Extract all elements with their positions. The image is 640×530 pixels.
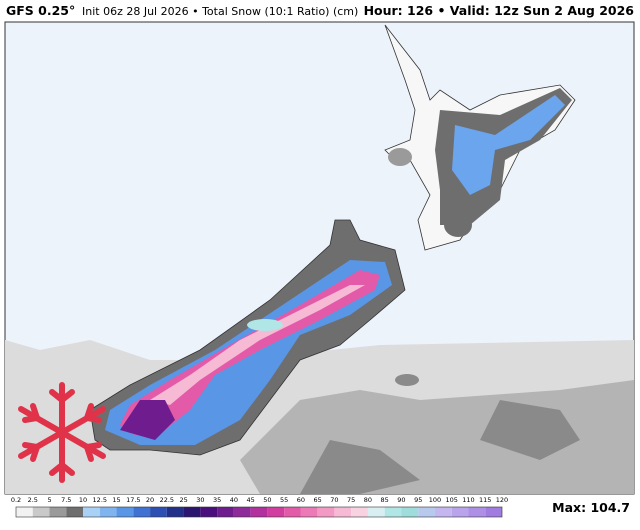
color-swatch [300,507,318,517]
colorbar-label: 80 [364,496,372,504]
map [4,21,635,495]
color-swatch [485,507,502,517]
color-swatch [434,507,452,517]
color-swatch [367,507,385,517]
colorbar-label: 25 [179,496,187,504]
color-swatch [166,507,184,517]
colorbar-label: 2.5 [28,496,38,504]
colorbar-label: 20 [146,496,154,504]
color-swatch [116,507,134,517]
color-swatch [150,507,167,517]
color-swatch [32,507,50,517]
color-swatch [267,507,285,517]
color-swatch [284,507,301,517]
max-value: Max: 104.7 [552,500,630,515]
color-swatch [183,507,201,517]
colorbar-label: 90 [397,496,405,504]
snow-icon [18,382,106,483]
legend: 0.2 2.5 5 7.5 10 12.5 15 17.5 20 22.5 25 30 35 40 45 50… [11,496,508,518]
colorbar-label: 10 [79,496,87,504]
colorbar-label: 55 [280,496,288,504]
colorbar-frame [15,506,503,518]
colorbar-label: 95 [414,496,422,504]
colorbar-label: 65 [314,496,322,504]
colorbar-label: 100 [429,496,441,504]
colorbar-label: 105 [446,496,458,504]
color-swatch [66,507,84,517]
colorbar-label: 12.5 [93,496,107,504]
colorbar-label: 22.5 [160,496,174,504]
color-swatch [317,507,335,517]
colorbar-label: 50 [263,496,271,504]
valid-time: Hour: 126 • Valid: 12z Sun 2 Aug 2026 [364,3,635,18]
colorbar-label: 15 [112,496,120,504]
colorbar-label: 60 [297,496,305,504]
colorbar-label: 17.5 [126,496,140,504]
colorbar-label: 120 [496,496,508,504]
color-swatch [200,507,218,517]
colorbar-label: 0.2 [11,496,21,504]
colorbar-label: 7.5 [61,496,71,504]
colorbar-label: 30 [196,496,204,504]
colorbar-label: 110 [462,496,474,504]
color-swatch [418,507,435,517]
colorbar-label: 40 [230,496,238,504]
color-swatch [49,507,67,517]
color-swatch [83,507,100,517]
color-swatch [133,507,151,517]
color-swatch [99,507,117,517]
colorbar-label: 70 [330,496,338,504]
color-swatch [468,507,486,517]
run-info: Init 06z 28 Jul 2026 • Total Snow (10:1 … [82,5,358,18]
colorbar-label: 75 [347,496,355,504]
colorbar-label: 45 [246,496,254,504]
colorbar-label: 85 [381,496,389,504]
colorbar-label: 5 [47,496,51,504]
colorbar-label: 115 [479,496,491,504]
color-swatch [401,507,419,517]
color-swatch [351,507,368,517]
color-swatch [334,507,352,517]
color-swatch [451,507,469,517]
color-swatch [233,507,251,517]
color-swatch [250,507,268,517]
color-swatch [16,507,33,517]
colorbar-label: 35 [213,496,221,504]
color-swatch [384,507,402,517]
model-name: GFS 0.25° [6,3,75,18]
color-swatch [217,507,234,517]
